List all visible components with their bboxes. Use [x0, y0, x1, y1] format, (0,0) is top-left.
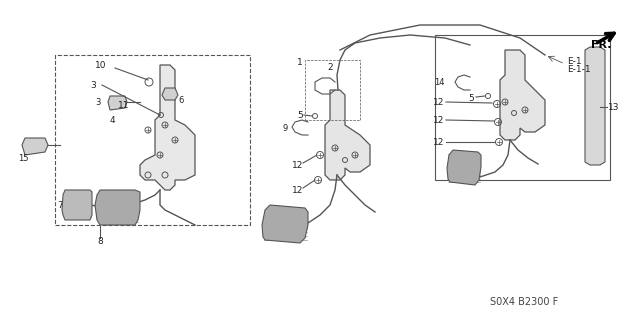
Polygon shape: [62, 190, 92, 220]
Text: 10: 10: [95, 60, 106, 69]
Text: S0X4 B2300 F: S0X4 B2300 F: [490, 297, 558, 307]
Polygon shape: [108, 96, 127, 110]
Text: 3: 3: [90, 81, 96, 90]
Text: 5: 5: [297, 110, 303, 119]
Text: 13: 13: [608, 102, 620, 111]
Text: 1: 1: [297, 58, 303, 67]
Polygon shape: [500, 50, 545, 140]
Text: 12: 12: [433, 116, 444, 124]
Text: E-1: E-1: [567, 57, 582, 66]
Text: 14: 14: [435, 77, 445, 86]
Polygon shape: [140, 65, 195, 190]
Text: 8: 8: [97, 236, 103, 245]
Polygon shape: [447, 150, 481, 185]
Text: 7: 7: [57, 201, 63, 210]
Text: 6: 6: [178, 95, 184, 105]
Bar: [55, 55, 250, 225]
Text: 9: 9: [283, 124, 288, 132]
Text: 5: 5: [468, 93, 474, 102]
Text: E-1-1: E-1-1: [567, 65, 591, 74]
Text: 11: 11: [118, 100, 129, 109]
Text: 12: 12: [292, 186, 303, 195]
Text: 12: 12: [433, 138, 444, 147]
Text: 2: 2: [327, 62, 333, 71]
Polygon shape: [162, 88, 178, 100]
Bar: [435, 35, 610, 180]
Text: 12: 12: [292, 161, 303, 170]
Polygon shape: [325, 90, 370, 180]
Text: 3: 3: [95, 98, 100, 107]
Text: 12: 12: [433, 98, 444, 107]
Polygon shape: [585, 47, 605, 165]
Text: 4: 4: [110, 116, 116, 124]
Polygon shape: [22, 138, 48, 155]
Polygon shape: [95, 190, 140, 225]
Text: FR.: FR.: [591, 40, 611, 50]
Polygon shape: [262, 205, 308, 243]
Text: 15: 15: [18, 154, 29, 163]
Bar: [305, 60, 360, 120]
